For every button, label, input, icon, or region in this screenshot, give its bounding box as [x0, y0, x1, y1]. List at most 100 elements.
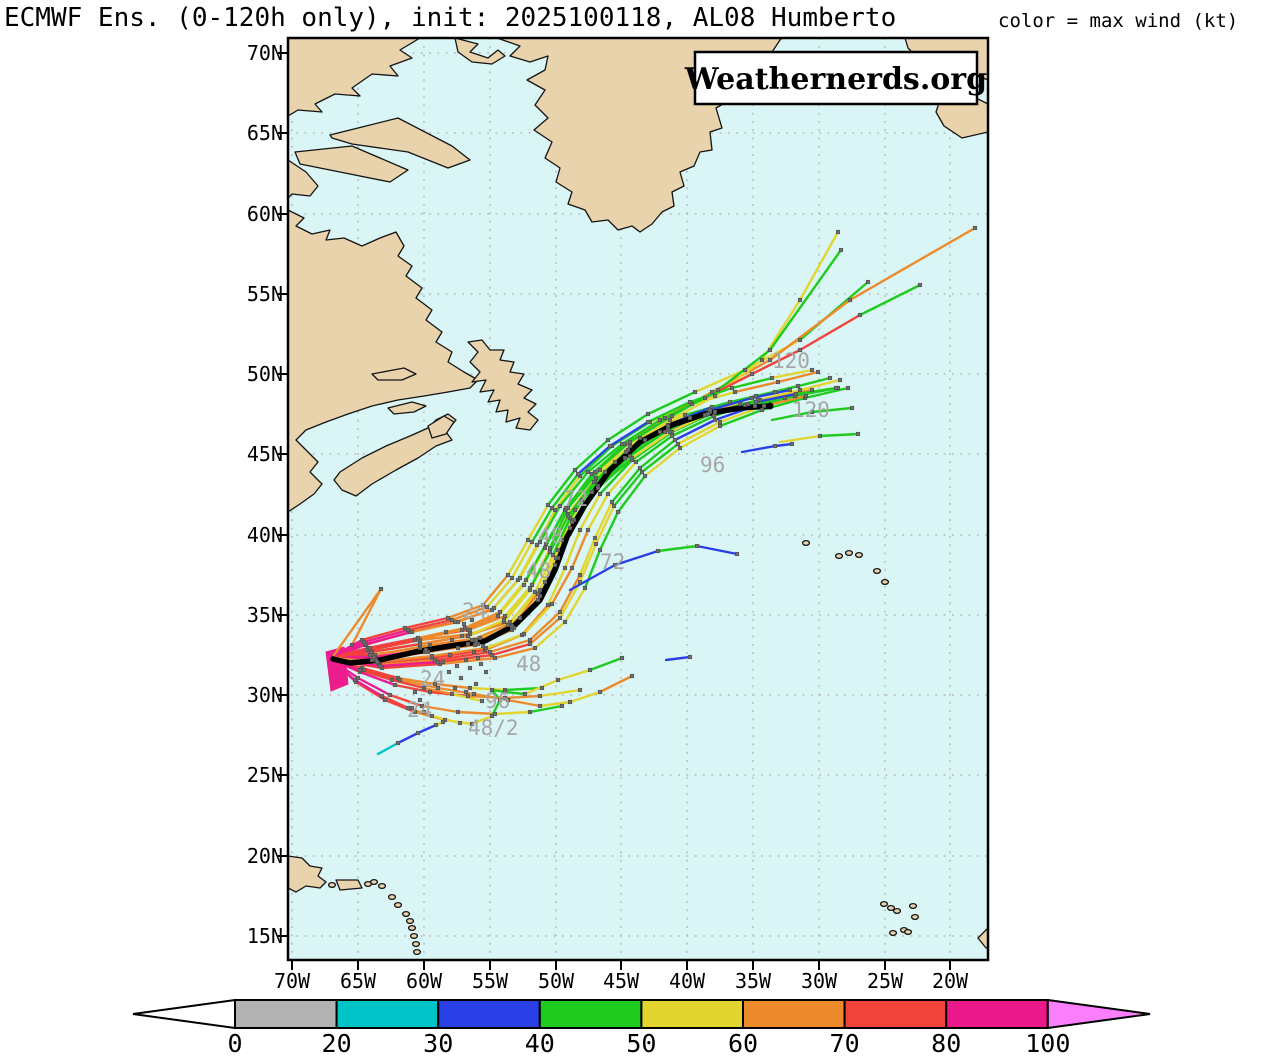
- land-arctic-island-2: [294, 145, 409, 183]
- land-hispaniola: [288, 855, 327, 893]
- position-marker: [433, 722, 439, 728]
- ensemble-track-segment: [756, 388, 802, 402]
- colorbar-segment: [437, 999, 541, 1029]
- lon-tick-label: 35W: [735, 969, 772, 993]
- ensemble-track-segment: [551, 516, 572, 557]
- ensemble-track-segment: [578, 542, 598, 584]
- position-marker: [527, 709, 533, 715]
- lat-tick-label: 50N: [247, 362, 283, 386]
- ensemble-track-segment: [528, 610, 562, 642]
- position-marker: [745, 401, 751, 407]
- position-marker: [657, 429, 663, 435]
- position-marker: [675, 441, 681, 447]
- ensemble-track-segment: [740, 444, 777, 454]
- position-marker: [463, 657, 469, 663]
- ensemble-track-segment: [416, 626, 467, 640]
- ensemble-track-segment: [550, 472, 580, 510]
- position-marker: [449, 691, 455, 697]
- position-marker: [845, 385, 851, 391]
- position-marker: [707, 407, 713, 413]
- position-marker: [447, 652, 453, 658]
- ensemble-track-segment: [610, 466, 642, 504]
- ensemble-track-segment: [356, 676, 392, 697]
- ensemble-track-segment: [485, 576, 514, 609]
- ensemble-track-segment: [463, 610, 502, 630]
- position-marker: [667, 417, 673, 423]
- position-marker: [405, 627, 411, 633]
- ensemble-track-segment: [413, 628, 464, 642]
- position-marker: [803, 393, 809, 399]
- ensemble-track-segment: [848, 226, 977, 302]
- position-marker: [537, 693, 543, 699]
- ensemble-track-segment: [693, 368, 747, 394]
- position-marker: [557, 609, 563, 615]
- position-marker: [374, 659, 380, 665]
- ensemble-track-segment: [608, 420, 650, 448]
- position-marker: [461, 621, 467, 627]
- ensemble-track-segment: [606, 460, 638, 496]
- position-marker: [553, 555, 559, 561]
- forecast-hour-label: 96: [700, 453, 725, 477]
- position-marker: [717, 423, 723, 429]
- position-marker: [797, 387, 803, 393]
- ensemble-track-segment: [798, 313, 862, 352]
- island-dot: [377, 882, 387, 890]
- colorbar-tick-label: 0: [227, 1029, 242, 1056]
- watermark-text: Weathernerds.org: [684, 62, 987, 97]
- ensemble-track-segment: [695, 544, 739, 556]
- position-marker: [469, 637, 475, 643]
- position-marker: [371, 654, 377, 660]
- position-marker: [665, 423, 671, 429]
- position-marker: [467, 627, 473, 633]
- position-marker: [537, 703, 543, 709]
- island-dot: [369, 878, 379, 886]
- position-marker: [480, 643, 486, 649]
- position-marker: [639, 469, 645, 475]
- ensemble-track-segment: [498, 578, 528, 614]
- watermark-box: Weathernerds.org: [684, 50, 987, 106]
- ensemble-track-segment: [658, 396, 707, 422]
- colorbar-segment: [843, 999, 948, 1029]
- position-marker: [633, 459, 639, 465]
- forecast-hour-label: 48/2: [468, 716, 519, 740]
- ensemble-track-segment: [750, 348, 802, 376]
- island-dot: [886, 904, 896, 912]
- position-marker: [753, 399, 759, 405]
- position-marker: [509, 623, 515, 629]
- position-marker: [749, 371, 755, 377]
- position-marker: [797, 347, 803, 353]
- ensemble-track-segment: [640, 442, 680, 474]
- position-marker: [772, 389, 778, 395]
- position-marker: [489, 713, 495, 719]
- ensemble-track-segment: [433, 682, 472, 690]
- position-marker: [547, 549, 553, 555]
- ensemble-track-segment: [378, 660, 440, 668]
- ensemble-track-segment: [594, 504, 616, 546]
- position-marker: [463, 689, 469, 695]
- island-dot: [908, 902, 918, 910]
- land-arctic-island-1: [329, 117, 471, 169]
- position-marker: [458, 675, 464, 681]
- ensemble-track-segment: [598, 510, 620, 552]
- ensemble-track-segment: [510, 540, 534, 580]
- position-marker: [567, 699, 573, 705]
- ensemble-track-segment: [538, 688, 582, 698]
- ensemble-track-segment: [535, 508, 557, 547]
- position-marker: [589, 489, 595, 495]
- position-marker: [611, 503, 617, 509]
- position-marker: [361, 639, 367, 645]
- position-marker: [734, 551, 740, 557]
- ensemble-track-segment: [794, 386, 838, 396]
- position-marker: [535, 591, 541, 597]
- position-marker: [559, 537, 565, 543]
- ensemble-track-segment: [730, 376, 774, 390]
- position-marker: [452, 685, 458, 691]
- position-marker: [629, 455, 635, 461]
- position-marker: [545, 502, 551, 508]
- ensemble-track-segment: [533, 553, 555, 594]
- ensemble-track-segment: [533, 620, 567, 650]
- position-marker: [597, 689, 603, 695]
- ensemble-track-segment: [548, 506, 570, 550]
- position-marker: [682, 412, 688, 418]
- forecast-hour-label: 72: [600, 550, 625, 574]
